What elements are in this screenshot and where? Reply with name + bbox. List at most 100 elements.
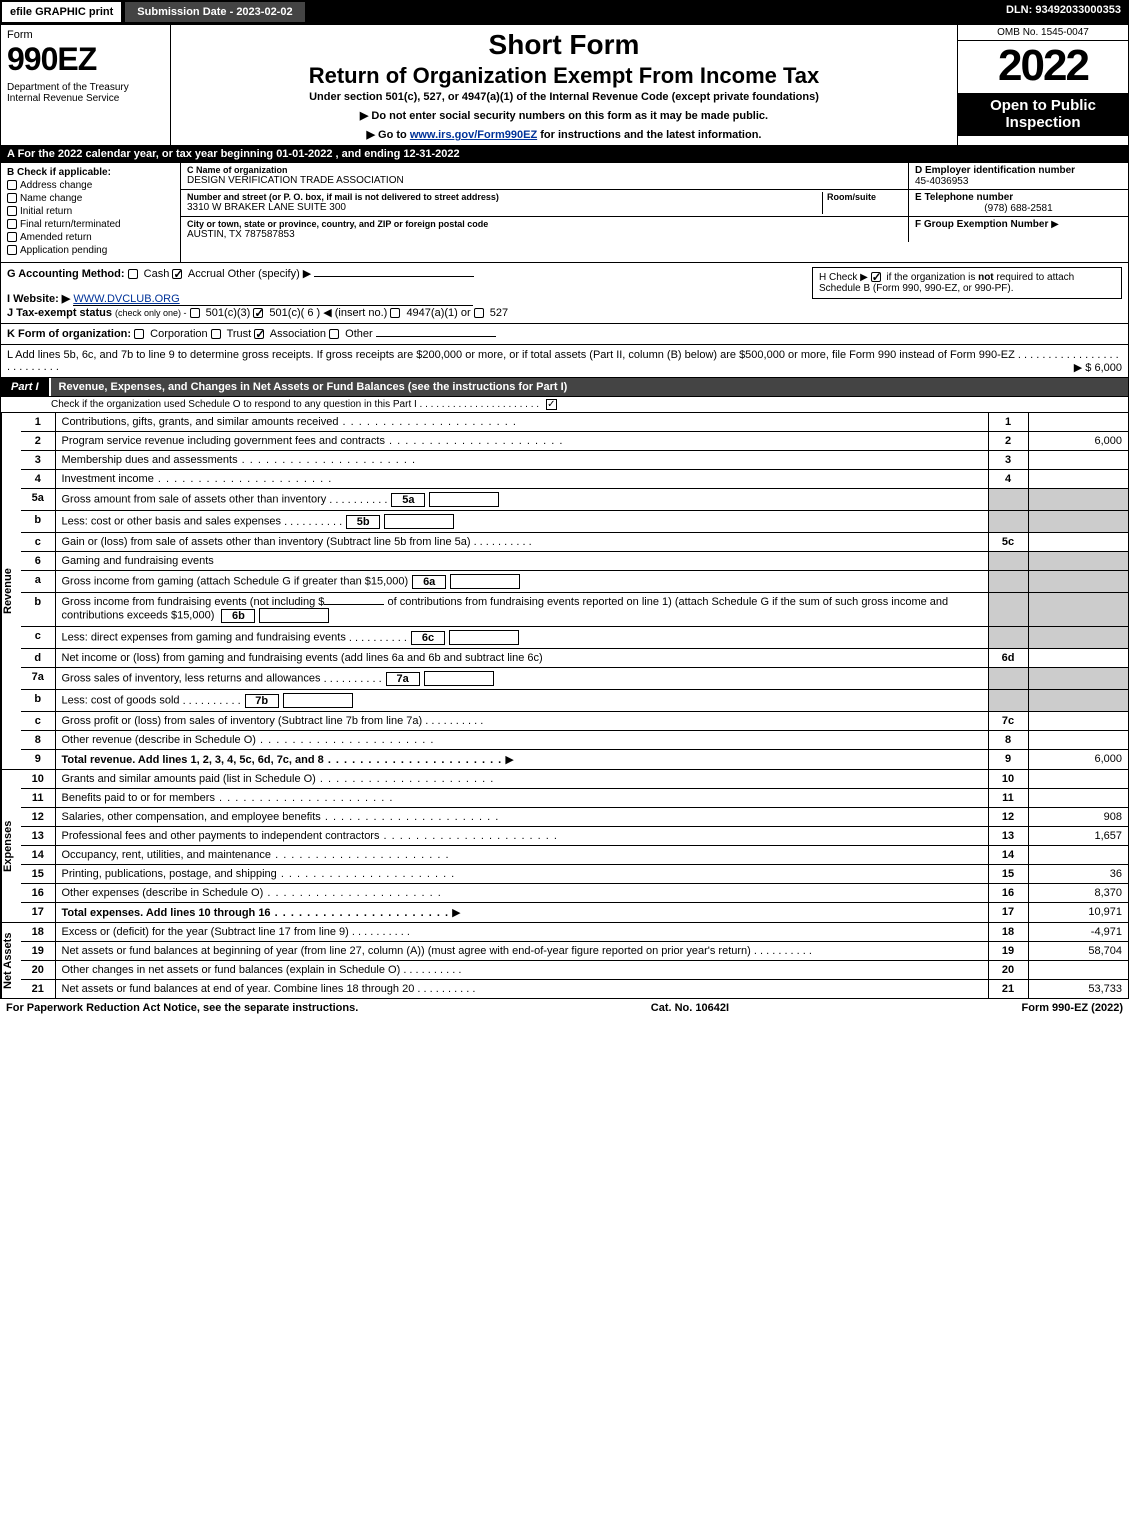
line-6a: aGross income from gaming (attach Schedu… — [21, 571, 1128, 593]
line-7c: cGross profit or (loss) from sales of in… — [21, 712, 1128, 731]
inspection-badge: Open to Public Inspection — [958, 93, 1128, 136]
line-9: 9Total revenue. Add lines 1, 2, 3, 4, 5c… — [21, 750, 1128, 770]
line-14: 14Occupancy, rent, utilities, and mainte… — [21, 846, 1128, 865]
line-6c: cLess: direct expenses from gaming and f… — [21, 627, 1128, 649]
ein-value: 45-4036953 — [915, 176, 1122, 187]
part1-header: Part I Revenue, Expenses, and Changes in… — [1, 378, 1128, 397]
chk-accrual[interactable] — [172, 269, 182, 279]
street-value: 3310 W BRAKER LANE SUITE 300 — [187, 202, 822, 213]
section-g-label: G Accounting Method: — [7, 268, 125, 280]
section-c-city: City or town, state or province, country… — [181, 217, 908, 242]
chk-other-org[interactable] — [329, 329, 339, 339]
revenue-label: Revenue — [1, 413, 21, 769]
chk-trust[interactable] — [211, 329, 221, 339]
expenses-section: Expenses 10Grants and similar amounts pa… — [1, 770, 1128, 923]
arrow-icon: ▶ — [505, 754, 513, 766]
chk-final-return[interactable]: Final return/terminated — [7, 219, 174, 230]
net-assets-section: Net Assets 18Excess or (deficit) for the… — [1, 923, 1128, 998]
line-13: 13Professional fees and other payments t… — [21, 827, 1128, 846]
form-label: Form — [7, 29, 164, 41]
short-form-title: Short Form — [177, 29, 951, 61]
line-2: 2Program service revenue including gover… — [21, 432, 1128, 451]
submission-date: Submission Date - 2023-02-02 — [123, 0, 306, 24]
header-center: Short Form Return of Organization Exempt… — [171, 25, 958, 145]
section-a: A For the 2022 calendar year, or tax yea… — [1, 146, 1128, 163]
dln-number: DLN: 93492033000353 — [998, 0, 1129, 24]
chk-501c3[interactable] — [190, 308, 200, 318]
chk-4947a1[interactable] — [390, 308, 400, 318]
revenue-section: Revenue 1Contributions, gifts, grants, a… — [1, 413, 1128, 770]
chk-cash[interactable] — [128, 269, 138, 279]
line-18: 18Excess or (deficit) for the year (Subt… — [21, 923, 1128, 942]
section-b: B Check if applicable: Address change Na… — [1, 163, 181, 262]
section-j-label: J Tax-exempt status — [7, 307, 112, 319]
department-label: Department of the Treasury Internal Reve… — [7, 82, 164, 104]
header-right: OMB No. 1545-0047 2022 Open to Public In… — [958, 25, 1128, 145]
section-cdef: C Name of organization DESIGN VERIFICATI… — [181, 163, 1128, 262]
other-specify: Other (specify) ▶ — [228, 268, 312, 280]
expenses-label: Expenses — [1, 770, 21, 922]
line-19: 19Net assets or fund balances at beginni… — [21, 942, 1128, 961]
chk-schedule-b-not-required[interactable] — [871, 272, 881, 282]
arrow-icon: ▶ — [1051, 219, 1059, 230]
section-l: L Add lines 5b, 6c, and 7b to line 9 to … — [1, 345, 1128, 378]
chk-name-change[interactable]: Name change — [7, 193, 174, 204]
form-header: Form 990EZ Department of the Treasury In… — [1, 25, 1128, 146]
tax-year: 2022 — [958, 41, 1128, 93]
section-e: E Telephone number (978) 688-2581 — [908, 190, 1128, 216]
page-title: Return of Organization Exempt From Incom… — [177, 63, 951, 89]
org-name: DESIGN VERIFICATION TRADE ASSOCIATION — [187, 175, 902, 186]
irs-link[interactable]: www.irs.gov/Form990EZ — [410, 129, 537, 141]
line-1: 1Contributions, gifts, grants, and simil… — [21, 413, 1128, 432]
chk-address-change[interactable]: Address change — [7, 180, 174, 191]
chk-corporation[interactable] — [134, 329, 144, 339]
line-11: 11Benefits paid to or for members11 — [21, 789, 1128, 808]
subtitle: Under section 501(c), 527, or 4947(a)(1)… — [177, 91, 951, 103]
section-f: F Group Exemption Number ▶ — [908, 217, 1128, 242]
chk-501c[interactable] — [253, 308, 263, 318]
chk-527[interactable] — [474, 308, 484, 318]
revenue-table: 1Contributions, gifts, grants, and simil… — [21, 413, 1128, 769]
line-8: 8Other revenue (describe in Schedule O)8 — [21, 731, 1128, 750]
chk-application-pending[interactable]: Application pending — [7, 245, 174, 256]
efile-print-button[interactable]: efile GRAPHIC print — [0, 0, 123, 24]
paperwork-notice: For Paperwork Reduction Act Notice, see … — [6, 1002, 358, 1014]
net-assets-table: 18Excess or (deficit) for the year (Subt… — [21, 923, 1128, 998]
part1-sub: Check if the organization used Schedule … — [1, 397, 1128, 413]
line-6: 6Gaming and fundraising events — [21, 552, 1128, 571]
page-footer: For Paperwork Reduction Act Notice, see … — [0, 999, 1129, 1017]
expenses-table: 10Grants and similar amounts paid (list … — [21, 770, 1128, 922]
section-k: K Form of organization: Corporation Trus… — [1, 324, 1128, 345]
line-5a: 5aGross amount from sale of assets other… — [21, 489, 1128, 511]
line-3: 3Membership dues and assessments3 — [21, 451, 1128, 470]
omb-number: OMB No. 1545-0047 — [958, 25, 1128, 41]
chk-initial-return[interactable]: Initial return — [7, 206, 174, 217]
city-value: AUSTIN, TX 787587853 — [187, 229, 902, 240]
section-i-label: I Website: ▶ — [7, 293, 70, 305]
chk-schedule-o-used[interactable]: ✓ — [546, 399, 557, 410]
website-link[interactable]: WWW.DVCLUB.ORG — [73, 293, 473, 306]
catalog-number: Cat. No. 10642I — [651, 1002, 729, 1014]
room-suite-label: Room/suite — [827, 192, 902, 202]
line-15: 15Printing, publications, postage, and s… — [21, 865, 1128, 884]
line-21: 21Net assets or fund balances at end of … — [21, 980, 1128, 999]
top-bar: efile GRAPHIC print Submission Date - 20… — [0, 0, 1129, 24]
line-10: 10Grants and similar amounts paid (list … — [21, 770, 1128, 789]
line-12: 12Salaries, other compensation, and empl… — [21, 808, 1128, 827]
arrow-icon: ▶ — [452, 907, 460, 919]
section-gh: H Check ▶ if the organization is not req… — [1, 263, 1128, 324]
line-16: 16Other expenses (describe in Schedule O… — [21, 884, 1128, 903]
line-20: 20Other changes in net assets or fund ba… — [21, 961, 1128, 980]
line-6b: bGross income from fundraising events (n… — [21, 593, 1128, 627]
line-7a: 7aGross sales of inventory, less returns… — [21, 668, 1128, 690]
chk-amended-return[interactable]: Amended return — [7, 232, 174, 243]
section-c-name: C Name of organization DESIGN VERIFICATI… — [181, 163, 908, 189]
section-b-label: B Check if applicable: — [7, 167, 174, 178]
line-4: 4Investment income4 — [21, 470, 1128, 489]
section-c-street: Number and street (or P. O. box, if mail… — [181, 190, 908, 216]
part1-title: Revenue, Expenses, and Changes in Net As… — [51, 378, 1128, 396]
section-d: D Employer identification number 45-4036… — [908, 163, 1128, 189]
phone-value: (978) 688-2581 — [915, 203, 1122, 214]
net-assets-label: Net Assets — [1, 923, 21, 998]
chk-association[interactable] — [254, 329, 264, 339]
